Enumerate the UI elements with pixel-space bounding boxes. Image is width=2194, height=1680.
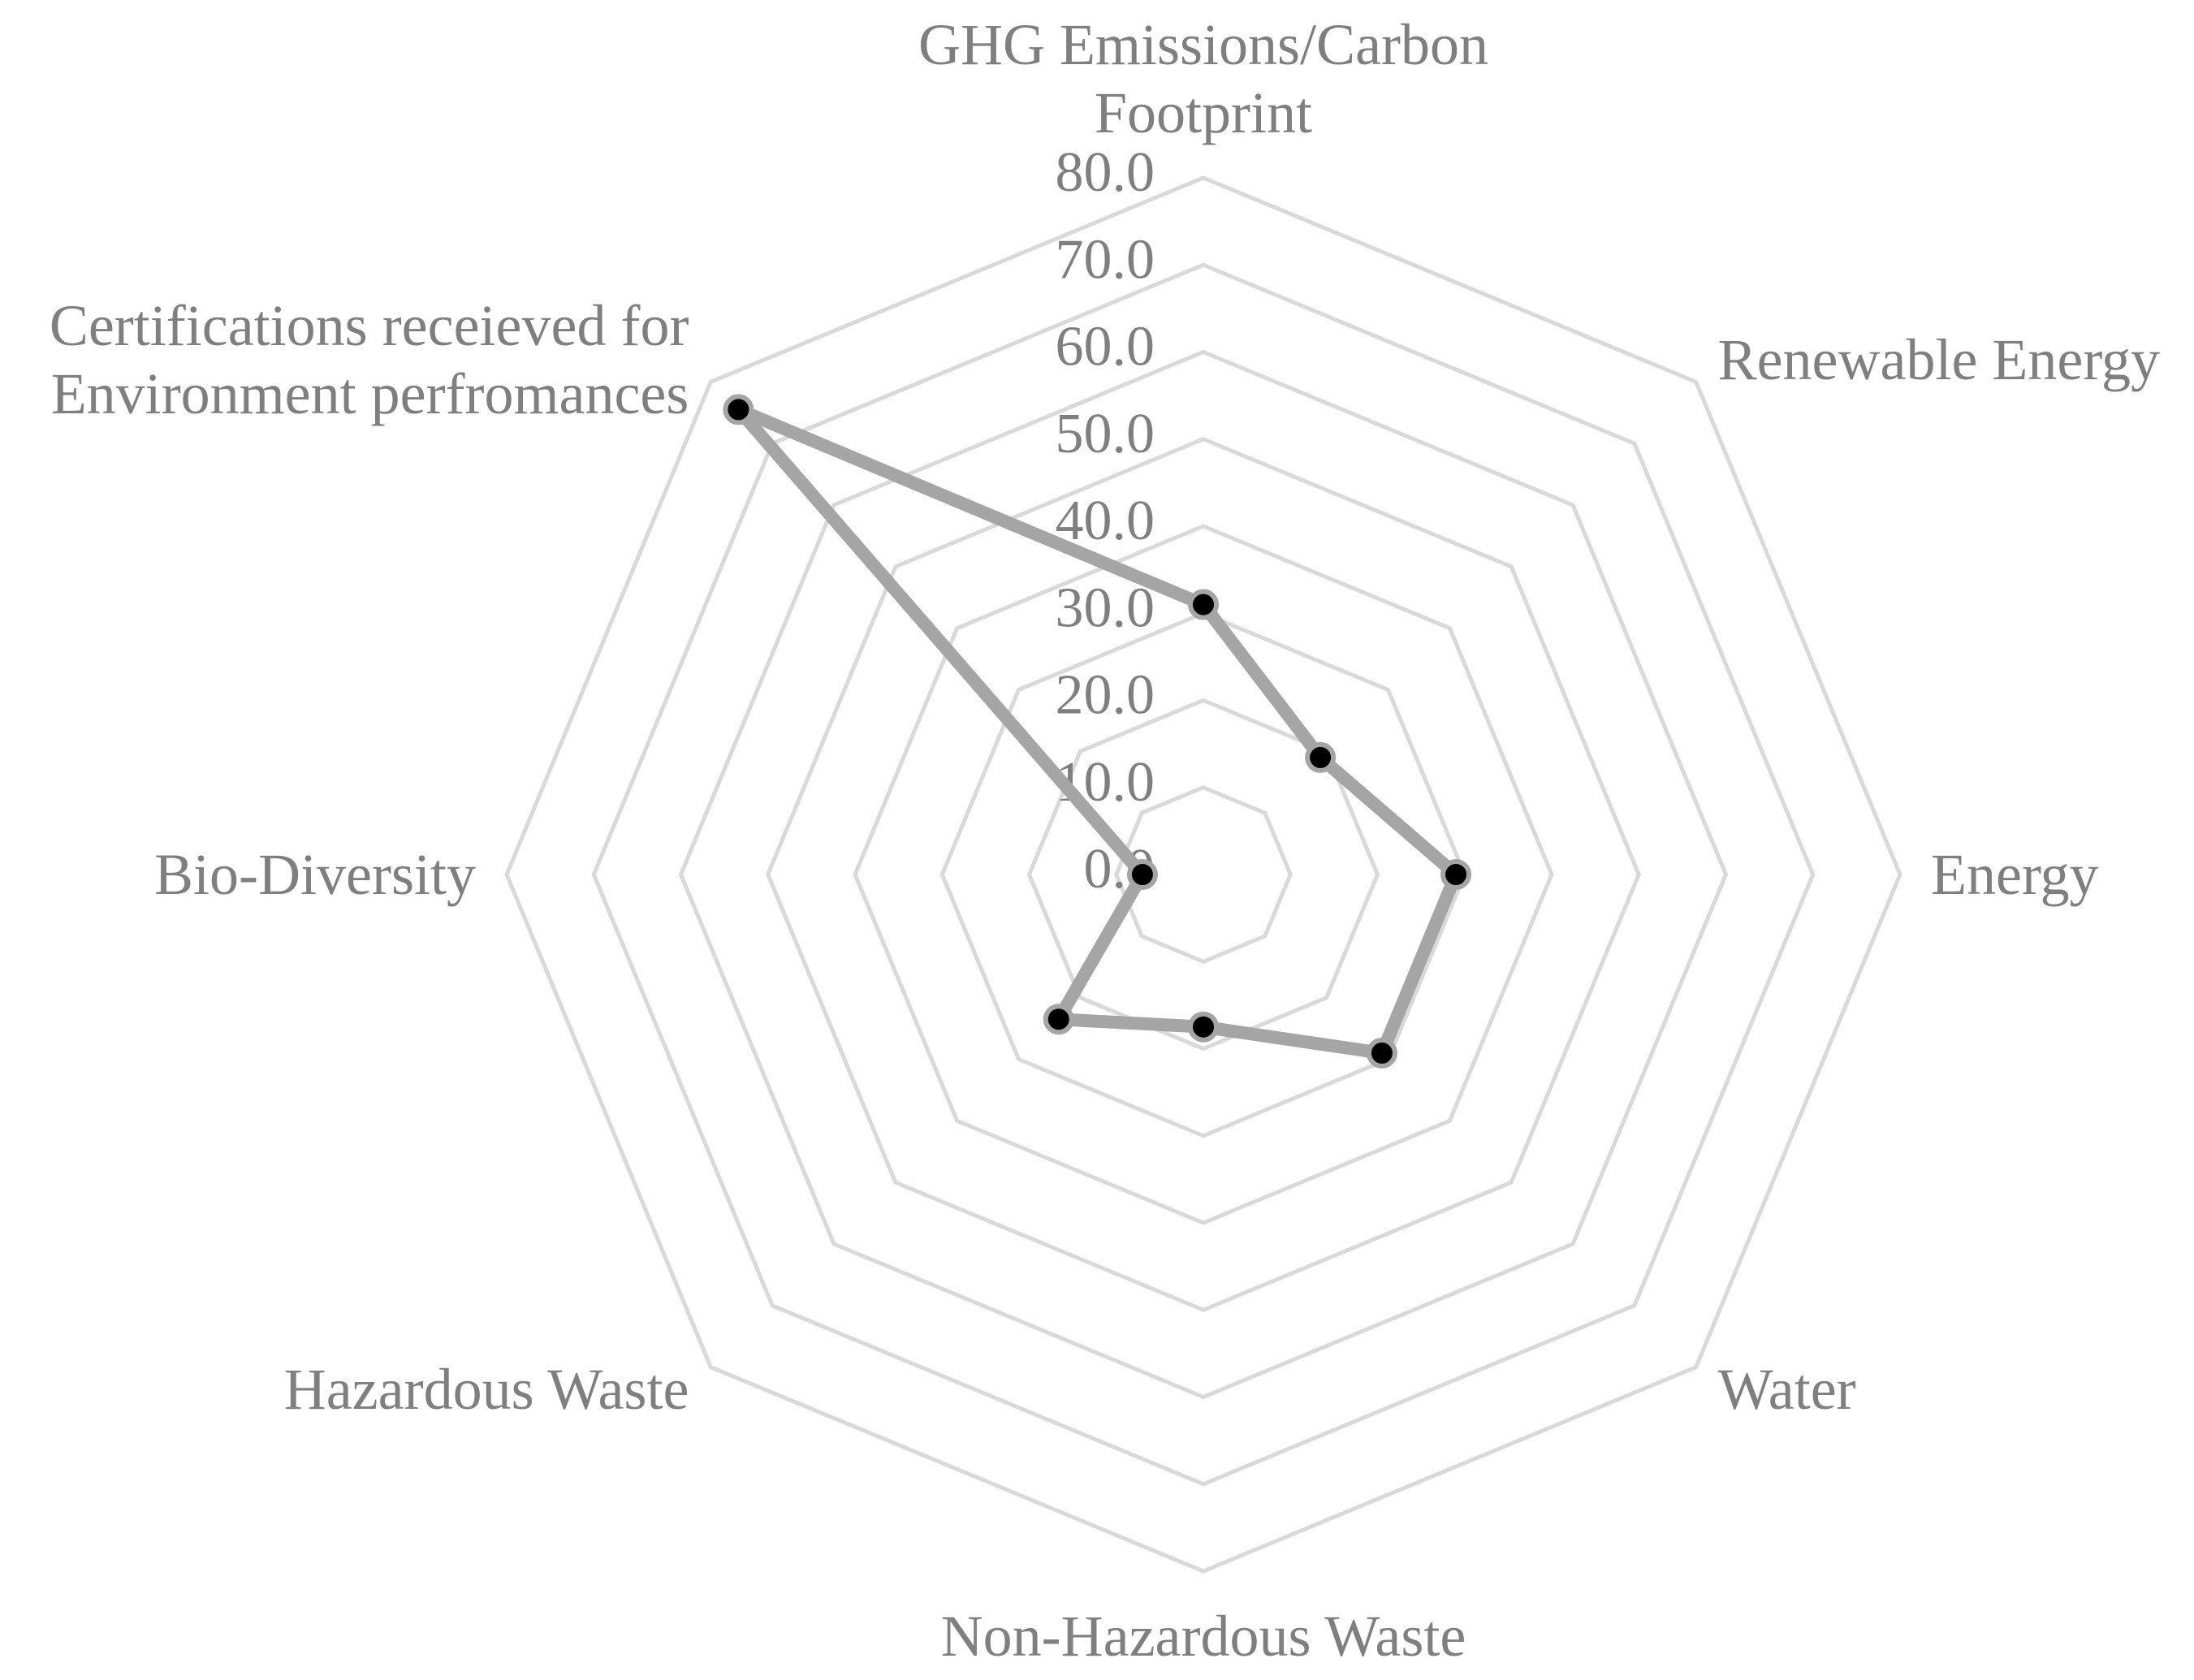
data-point [1043,1004,1074,1035]
tick-label: 20.0 [1056,664,1155,727]
grid-ring [591,262,1816,1487]
data-point [1188,1011,1219,1043]
category-label: Energy [1931,842,2099,907]
data-point [1440,859,1472,890]
tick-label: 80.0 [1056,141,1155,204]
tick-label: 30.0 [1056,577,1155,639]
tick-label: 70.0 [1056,228,1155,291]
tick-label: 40.0 [1056,490,1155,552]
grid-ring [853,524,1554,1225]
category-label: Non-Hazardous Waste [940,1604,1466,1669]
grid-ring [939,611,1467,1138]
data-point [1305,741,1337,773]
data-point [1366,1037,1397,1069]
category-label: GHG Emissions/Carbon Footprint [918,12,1488,145]
tick-label: 50.0 [1056,403,1155,465]
category-label: Renewable Energy [1717,327,2161,393]
category-label: Bio-Diversity [154,842,476,907]
grid-ring [1114,785,1293,964]
category-label: Certifications receieved for Environment… [49,293,689,427]
grid-ring [766,437,1641,1312]
grid-ring [678,349,1729,1400]
data-point [1188,589,1219,620]
category-label: Water [1717,1356,1856,1422]
data-point [723,394,754,425]
category-label: Hazardous Waste [283,1356,689,1422]
grid-ring [504,175,1902,1574]
data-point [1126,859,1158,890]
tick-label: 60.0 [1056,316,1155,378]
